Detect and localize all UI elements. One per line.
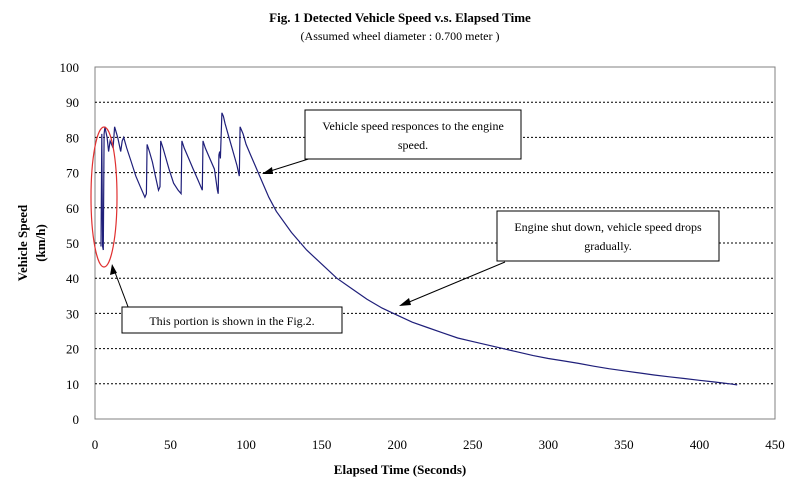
y-axis-title: Vehicle Speed — [15, 204, 30, 281]
y-tick-label: 60 — [66, 201, 79, 216]
callout-3-arrow-line — [112, 266, 131, 313]
y-axis-unit: (km/h) — [33, 224, 48, 262]
y-tick-label: 90 — [66, 95, 79, 110]
x-tick-label: 300 — [539, 437, 559, 452]
x-axis-title: Elapsed Time (Seconds) — [334, 462, 466, 477]
y-tick-label: 50 — [66, 236, 79, 251]
x-tick-label: 0 — [92, 437, 99, 452]
y-tick-label: 0 — [73, 412, 80, 427]
y-tick-label: 30 — [66, 306, 79, 321]
callout-2-line-1: Engine shut down, vehicle speed drops — [514, 220, 702, 234]
chart-title: Fig. 1 Detected Vehicle Speed v.s. Elaps… — [269, 10, 531, 25]
x-tick-label: 100 — [236, 437, 256, 452]
chart-subtitle: (Assumed wheel diameter : 0.700 meter ) — [301, 29, 500, 43]
callout-2-box — [496, 210, 720, 262]
callout-1-arrowhead — [262, 167, 273, 174]
x-tick-labels: 0 50 100 150 200 250 300 350 400 450 — [92, 437, 785, 452]
x-tick-label: 150 — [312, 437, 332, 452]
y-tick-label: 70 — [66, 166, 79, 181]
grid-lines — [95, 101, 775, 385]
callout-3-arrowhead — [110, 264, 117, 275]
y-tick-label: 20 — [66, 342, 79, 357]
highlight-ellipse — [90, 126, 118, 268]
callout-2-arrowhead — [399, 298, 411, 306]
y-tick-label: 40 — [66, 271, 79, 286]
y-tick-labels: 0 10 20 30 40 50 60 70 80 90 100 — [60, 60, 80, 427]
callout-3-line-1: This portion is shown in the Fig.2. — [149, 314, 314, 328]
callout-1-line-2: speed. — [398, 138, 428, 152]
x-tick-label: 250 — [463, 437, 483, 452]
callout-1-box — [304, 109, 522, 160]
y-tick-label: 80 — [66, 130, 79, 145]
x-tick-label: 200 — [387, 437, 407, 452]
callout-1-line-1: Vehicle speed responces to the engine — [322, 119, 504, 133]
x-tick-label: 350 — [614, 437, 634, 452]
speed-series-line — [100, 112, 738, 386]
y-tick-label: 100 — [60, 60, 80, 75]
callout-2-line-2: gradually. — [584, 239, 632, 253]
x-tick-label: 50 — [164, 437, 177, 452]
callout-3-box — [121, 306, 343, 334]
x-tick-label: 400 — [690, 437, 710, 452]
callout-2-arrow-line — [401, 261, 506, 306]
x-tick-label: 450 — [765, 437, 785, 452]
y-tick-label: 10 — [66, 377, 79, 392]
